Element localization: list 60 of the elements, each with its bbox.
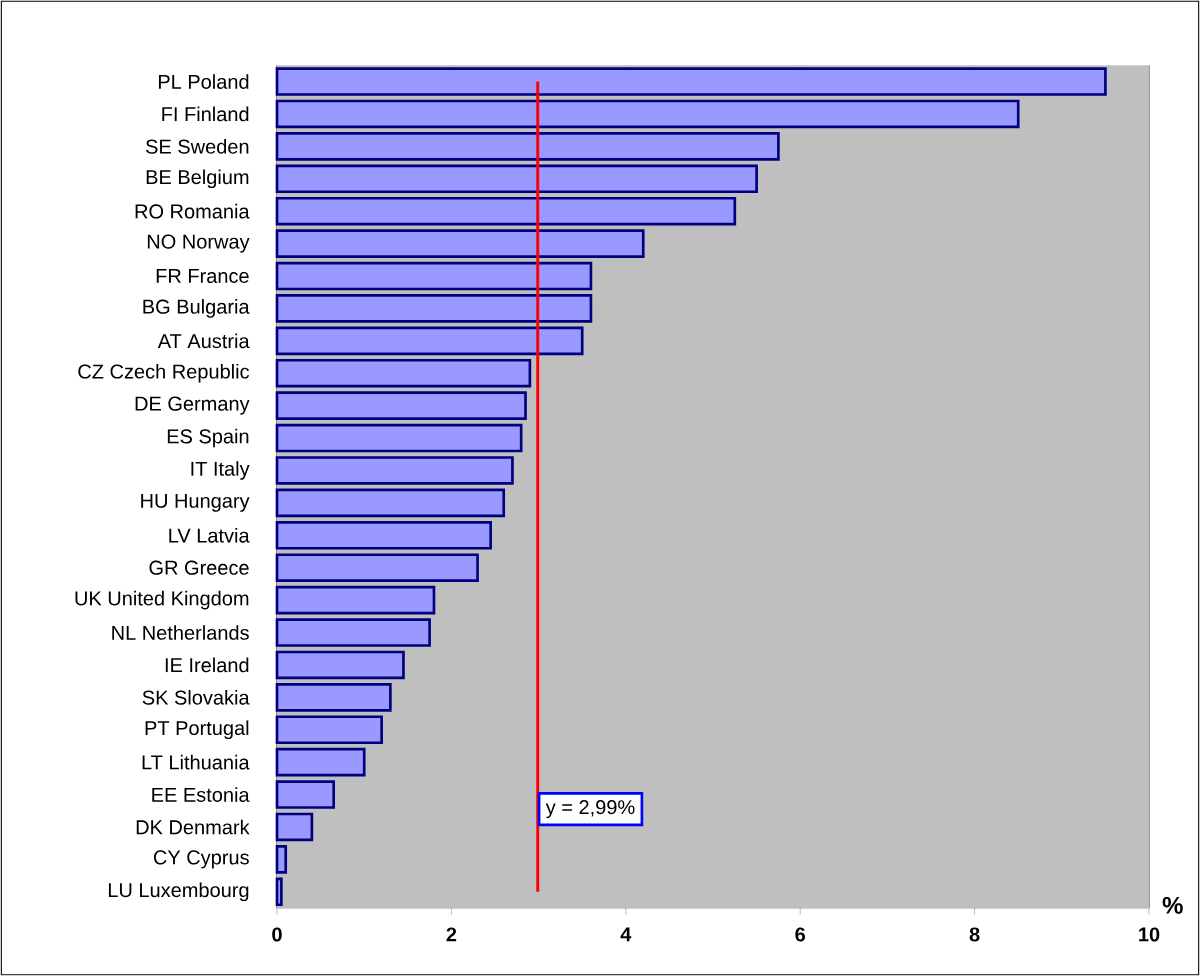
bar bbox=[275, 326, 584, 356]
bar bbox=[275, 423, 523, 453]
y-tick-label: NL Netherlands bbox=[112, 625, 249, 640]
bar bbox=[275, 683, 392, 712]
y-tick-label: LU Luxembourg bbox=[108, 882, 249, 902]
y-tick-label: DK Denmark bbox=[136, 819, 250, 835]
y-tick-label: GR Greece bbox=[149, 560, 249, 575]
bar bbox=[275, 650, 405, 680]
y-tick-label: PT Portugal bbox=[145, 720, 249, 740]
bar bbox=[275, 294, 593, 323]
y-tick-label: LV Latvia bbox=[169, 527, 250, 543]
y-tick-label: CZ Czech Republic bbox=[78, 363, 250, 383]
y-tick-label: EE Estonia bbox=[152, 787, 250, 802]
bar bbox=[275, 585, 436, 615]
y-tick-label: LT Lithuania bbox=[142, 754, 250, 770]
bar bbox=[275, 391, 527, 420]
bar bbox=[275, 618, 431, 647]
bar bbox=[275, 132, 780, 161]
bar bbox=[275, 780, 336, 809]
bar bbox=[275, 553, 479, 583]
x-tick-label: 4 bbox=[620, 927, 632, 942]
y-tick-label: UK United Kingdom bbox=[75, 590, 249, 610]
bar bbox=[275, 229, 645, 258]
bar bbox=[275, 845, 288, 874]
bar bbox=[275, 520, 492, 550]
x-tick-label: 6 bbox=[795, 927, 806, 942]
bar bbox=[275, 196, 737, 226]
x-axis-title: % bbox=[1162, 896, 1183, 914]
y-tick-label: CY Cyprus bbox=[153, 850, 249, 869]
y-tick-label: AT Austria bbox=[157, 333, 250, 349]
y-tick-label: FR France bbox=[156, 269, 249, 283]
y-tick-label: SK Slovakia bbox=[142, 690, 250, 705]
y-tick-label: NO Norway bbox=[147, 234, 250, 253]
y-tick-label: PL Poland bbox=[158, 74, 249, 89]
bar bbox=[275, 164, 758, 194]
y-tick-label: BE Belgium bbox=[146, 169, 249, 189]
bar bbox=[275, 877, 283, 907]
y-tick-label: ES Spain bbox=[167, 428, 249, 448]
y-tick-label: FI Finland bbox=[162, 106, 249, 122]
y-tick-label: RO Romania bbox=[135, 203, 250, 219]
x-tick-label: 10 bbox=[1139, 927, 1160, 942]
y-tick-label: HU Hungary bbox=[141, 493, 250, 512]
bar bbox=[275, 812, 314, 842]
x-tick-label: 8 bbox=[969, 927, 980, 942]
bar bbox=[275, 747, 366, 777]
ref-line-label: y = 2,99% bbox=[545, 800, 635, 819]
y-tick-label: DE Germany bbox=[135, 396, 250, 415]
bar bbox=[275, 67, 1107, 96]
y-tick-label: SE Sweden bbox=[146, 139, 249, 154]
y-tick-label: IT Italy bbox=[191, 461, 250, 480]
bar bbox=[275, 99, 1020, 129]
bar bbox=[275, 358, 532, 388]
bar bbox=[275, 715, 383, 745]
x-tick-label: 0 bbox=[272, 927, 282, 942]
bar bbox=[275, 488, 506, 518]
bar bbox=[275, 261, 593, 291]
bar bbox=[275, 456, 514, 485]
y-tick-label: IE Ireland bbox=[165, 657, 249, 673]
x-tick-label: 2 bbox=[446, 927, 457, 942]
y-tick-label: BG Bulgaria bbox=[143, 299, 250, 318]
